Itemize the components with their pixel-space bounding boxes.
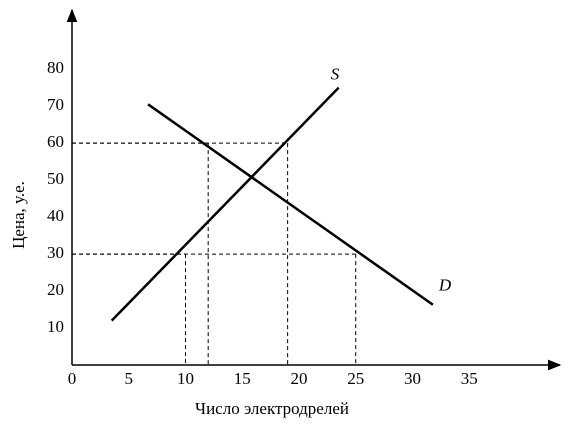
x-tick-label: 20 — [290, 369, 307, 388]
x-tick-label: 25 — [347, 369, 364, 388]
y-tick-label: 80 — [47, 58, 64, 77]
y-tick-label: 10 — [47, 317, 64, 336]
series-label: S — [331, 65, 340, 84]
x-tick-label: 10 — [177, 369, 194, 388]
x-tick-label: 30 — [404, 369, 421, 388]
x-tick-label: 0 — [68, 369, 77, 388]
series-label: D — [438, 276, 452, 295]
series-line — [147, 103, 434, 306]
x-tick-label: 35 — [461, 369, 478, 388]
y-axis-label: Цена, у.е. — [9, 181, 28, 249]
y-tick-label: 50 — [47, 169, 64, 188]
x-tick-label: 15 — [234, 369, 251, 388]
y-tick-label: 60 — [47, 132, 64, 151]
y-tick-label: 30 — [47, 243, 64, 262]
y-tick-label: 70 — [47, 95, 64, 114]
y-tick-label: 40 — [47, 206, 64, 225]
y-tick-label: 20 — [47, 280, 64, 299]
x-axis-label: Число электродрелей — [195, 399, 349, 418]
x-tick-label: 5 — [124, 369, 133, 388]
series-line — [110, 86, 340, 322]
